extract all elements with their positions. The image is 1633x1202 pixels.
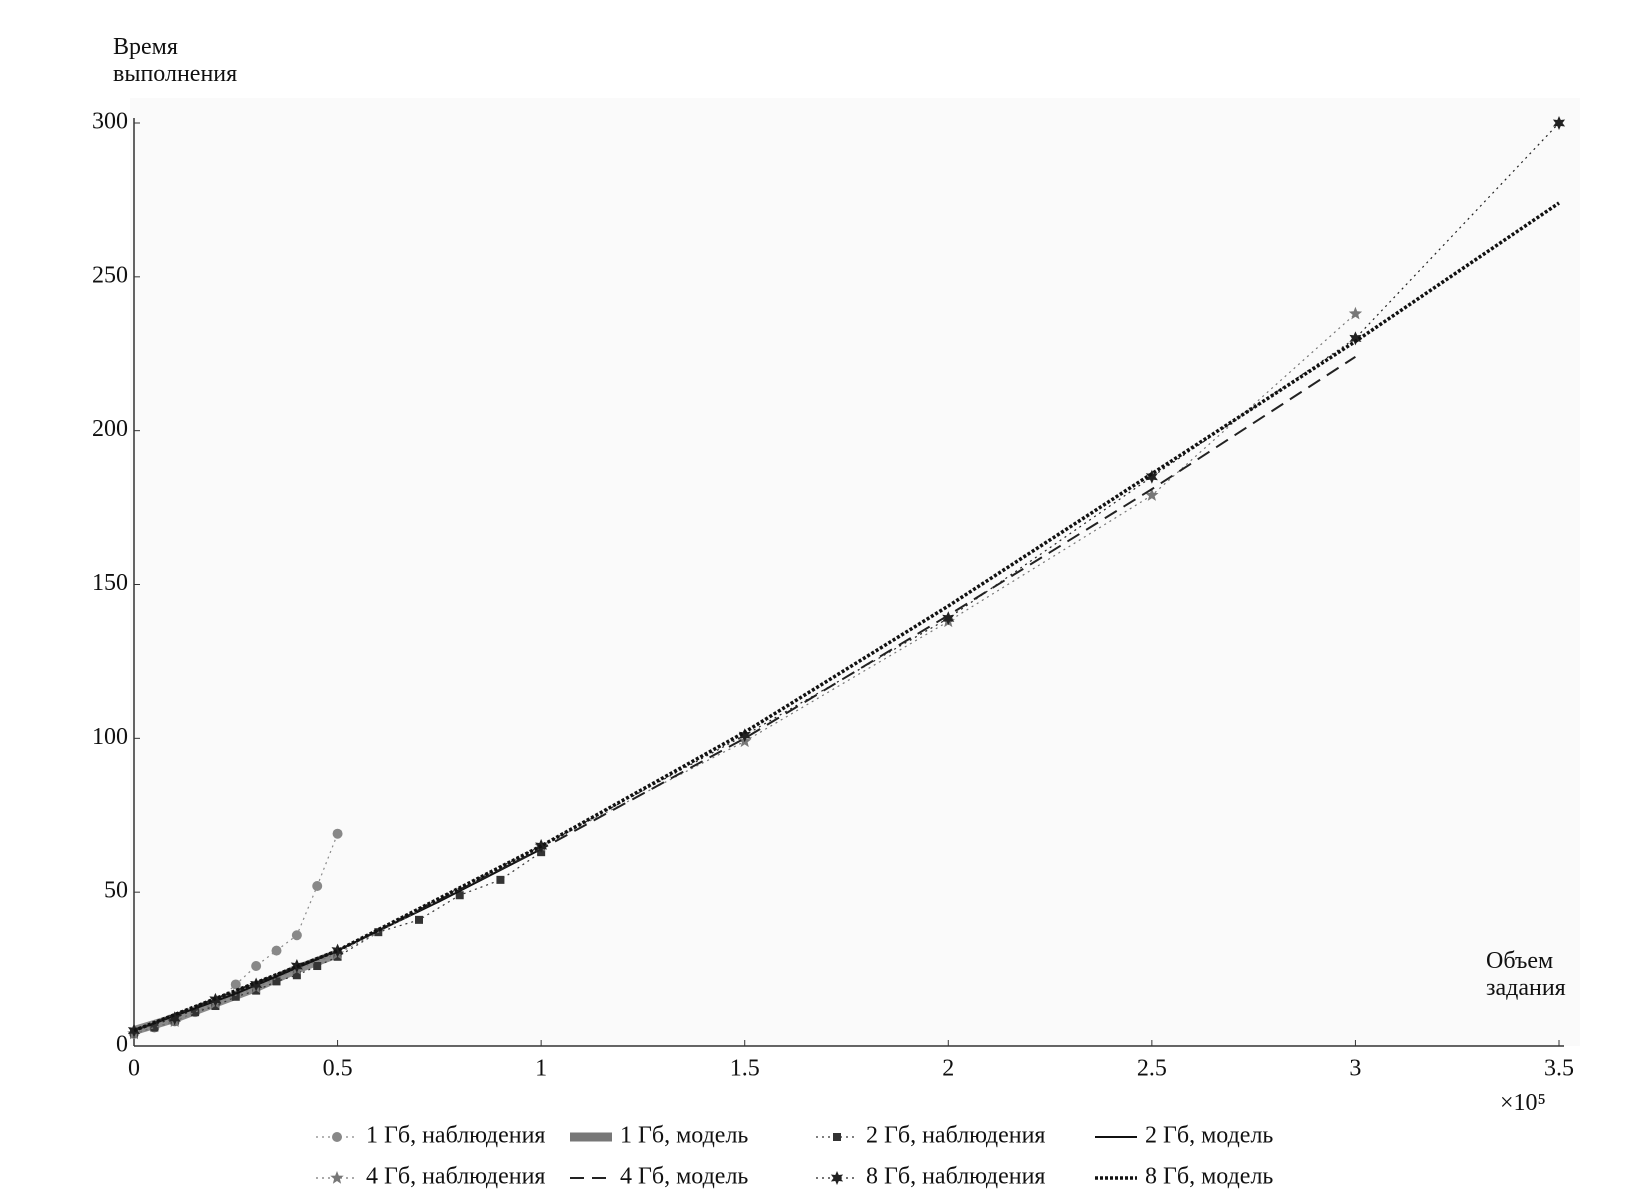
y-tick-label: 250 <box>92 262 128 288</box>
marker <box>331 943 344 958</box>
x-tick-label: 0 <box>128 1056 140 1082</box>
marker <box>230 979 241 990</box>
y-tick-label: 200 <box>92 416 128 442</box>
y-tick-label: 150 <box>92 570 128 596</box>
legend-label: 1 Гб, модель <box>620 1123 748 1149</box>
marker <box>942 611 955 626</box>
marker <box>231 992 240 1001</box>
marker <box>496 875 505 884</box>
x-tick-label: 3 <box>1349 1056 1361 1082</box>
marker <box>250 977 263 992</box>
marker <box>738 728 751 743</box>
legend-label: 4 Гб, наблюдения <box>366 1164 545 1190</box>
marker <box>312 881 323 892</box>
x-axis-label: Объем задания <box>1486 948 1566 1001</box>
legend-label: 2 Гб, модель <box>1145 1123 1273 1149</box>
marker <box>332 1132 342 1142</box>
marker <box>271 945 282 956</box>
legend-label: 8 Гб, наблюдения <box>866 1164 1045 1190</box>
series-line <box>133 122 1560 1032</box>
marker <box>291 930 302 941</box>
legend-label: 1 Гб, наблюдения <box>366 1123 545 1149</box>
marker <box>332 828 343 839</box>
marker <box>150 1023 159 1032</box>
marker <box>1145 469 1158 484</box>
y-tick-label: 0 <box>116 1032 128 1058</box>
x-tick-label: 3.5 <box>1544 1056 1574 1082</box>
series-line <box>133 201 1560 1033</box>
marker <box>830 1171 844 1185</box>
marker <box>833 1133 841 1141</box>
marker <box>330 1171 344 1184</box>
marker <box>251 961 262 972</box>
marker <box>272 977 281 986</box>
x-tick-label: 0.5 <box>323 1056 353 1082</box>
marker <box>292 971 301 980</box>
x-tick-label: 2.5 <box>1137 1056 1167 1082</box>
series-line <box>133 851 542 1035</box>
legend-label: 8 Гб, модель <box>1145 1164 1273 1190</box>
plot-background <box>130 98 1580 1046</box>
marker <box>1552 116 1566 130</box>
legend-label: 4 Гб, модель <box>620 1164 748 1190</box>
series-line <box>133 313 1356 1035</box>
marker <box>1348 306 1363 320</box>
y-tick-label: 300 <box>92 109 128 135</box>
marker <box>313 962 322 971</box>
y-axis-label: Время выполнения <box>113 34 238 87</box>
y-tick-label: 50 <box>104 878 128 904</box>
marker <box>168 1011 181 1026</box>
series-line <box>133 355 1356 1032</box>
y-tick-label: 100 <box>92 724 128 750</box>
marker <box>455 891 464 900</box>
legend-label: 2 Гб, наблюдения <box>866 1123 1045 1149</box>
x-multiplier: ×10⁵ <box>1500 1090 1546 1116</box>
x-tick-label: 1 <box>535 1056 547 1082</box>
x-tick-label: 2 <box>942 1056 954 1082</box>
marker <box>415 915 423 924</box>
marker <box>1349 331 1362 346</box>
marker <box>191 1008 200 1017</box>
x-tick-label: 1.5 <box>730 1056 760 1082</box>
marker <box>1145 488 1159 501</box>
